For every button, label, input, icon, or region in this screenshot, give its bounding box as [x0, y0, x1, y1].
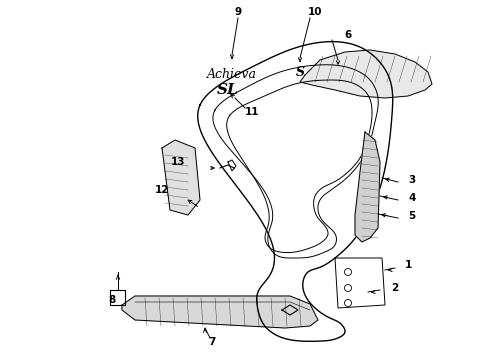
Polygon shape — [122, 296, 318, 328]
Text: 10: 10 — [308, 7, 322, 17]
Text: Achieva: Achieva — [207, 68, 257, 81]
Text: 1: 1 — [404, 260, 412, 270]
Text: 9: 9 — [234, 7, 242, 17]
Text: 2: 2 — [392, 283, 399, 293]
Text: 11: 11 — [245, 107, 259, 117]
Text: 5: 5 — [408, 211, 416, 221]
Text: S: S — [295, 66, 304, 78]
Text: 13: 13 — [171, 157, 185, 167]
Text: SL: SL — [217, 83, 239, 97]
Text: 3: 3 — [408, 175, 416, 185]
Text: 6: 6 — [344, 30, 352, 40]
Text: 12: 12 — [155, 185, 169, 195]
Polygon shape — [300, 50, 432, 98]
Text: 7: 7 — [208, 337, 216, 347]
Text: 8: 8 — [108, 295, 116, 305]
Polygon shape — [162, 140, 200, 215]
Text: 4: 4 — [408, 193, 416, 203]
Polygon shape — [355, 132, 380, 242]
